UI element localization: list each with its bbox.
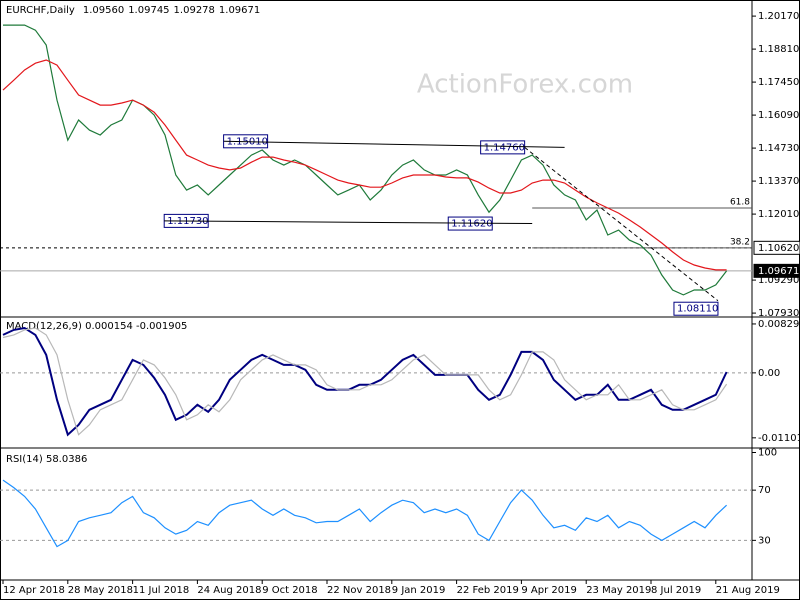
y-tick-label: 1.09290 bbox=[758, 275, 799, 286]
trend-line bbox=[223, 140, 565, 148]
y-tick-label: 1.07930 bbox=[758, 308, 799, 319]
panel-title: RSI(14) 58.0386 bbox=[6, 454, 87, 465]
x-tick-label: 9 Oct 2018 bbox=[262, 585, 317, 596]
header-value: 1.09278 bbox=[174, 5, 215, 16]
series-line bbox=[2, 327, 728, 436]
y-tick-label: 1.20170 bbox=[758, 11, 799, 22]
x-tick-label: 12 Apr 2018 bbox=[3, 585, 65, 596]
x-tick-label: 21 Aug 2019 bbox=[716, 585, 780, 596]
header-value: 1.09745 bbox=[128, 5, 169, 16]
x-tick-label: 11 Jul 2018 bbox=[133, 585, 190, 596]
series-line bbox=[2, 59, 727, 271]
x-tick-label: 28 May 2018 bbox=[68, 585, 133, 596]
panel-title: EURCHF,Daily bbox=[6, 5, 75, 16]
y-tick-label: 100 bbox=[758, 448, 777, 459]
x-tick-label: 24 Aug 2018 bbox=[197, 585, 261, 596]
series-line bbox=[3, 24, 728, 296]
fib-label: 38.2 bbox=[730, 237, 750, 247]
x-tick-label: 9 Apr 2019 bbox=[521, 585, 576, 596]
y-tick-label: 1.13370 bbox=[758, 176, 799, 187]
series-line bbox=[2, 479, 728, 548]
annotation-box bbox=[673, 301, 719, 316]
annotation-label: 1.14760 bbox=[484, 142, 525, 153]
y-tick-label: 0.008292 bbox=[758, 319, 800, 330]
fib-label: 61.8 bbox=[730, 198, 750, 208]
panel-title: MACD(12,26,9) 0.000154 -0.001905 bbox=[6, 321, 187, 332]
level-box bbox=[753, 263, 800, 278]
series-line bbox=[2, 326, 728, 437]
y-tick-label: 1.17450 bbox=[758, 77, 799, 88]
x-tick-label: 23 May 2019 bbox=[586, 585, 651, 596]
y-tick-label: 1.14730 bbox=[758, 143, 799, 154]
trend-line bbox=[164, 220, 533, 225]
annotation-label: 1.08110 bbox=[677, 304, 718, 315]
y-tick-label: 1.18810 bbox=[758, 44, 799, 55]
x-tick-label: 8 Jul 2019 bbox=[651, 585, 701, 596]
x-tick-label: 22 Feb 2019 bbox=[457, 585, 519, 596]
x-tick-label: 9 Jan 2019 bbox=[392, 585, 446, 596]
y-tick-label: 70 bbox=[758, 485, 771, 496]
y-tick-label: 0.00 bbox=[758, 368, 780, 379]
level-label: 1.10620 bbox=[758, 243, 799, 254]
y-tick-label: -0.011015 bbox=[758, 433, 800, 444]
watermark: ActionForex.com bbox=[417, 70, 633, 100]
annotation-label: 1.11620 bbox=[451, 219, 492, 230]
level-label: 1.09671 bbox=[758, 266, 799, 277]
level-box bbox=[753, 240, 800, 255]
trend-line bbox=[524, 146, 719, 302]
x-tick-label: 22 Nov 2018 bbox=[327, 585, 391, 596]
y-tick-label: 30 bbox=[758, 535, 771, 546]
header-value: 1.09560 bbox=[83, 5, 124, 16]
y-tick-label: 1.12010 bbox=[758, 209, 799, 220]
header-value: 1.09671 bbox=[219, 5, 260, 16]
y-tick-label: 1.16090 bbox=[758, 110, 799, 121]
